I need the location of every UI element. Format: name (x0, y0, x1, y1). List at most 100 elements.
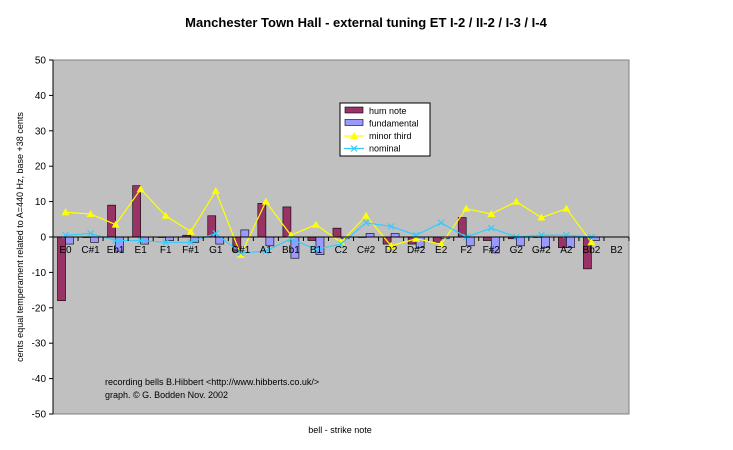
lines-group (61, 185, 596, 258)
x-tick-label: B1 (310, 245, 323, 256)
annotation-graph: graph. © G. Bodden Nov. 2002 (105, 390, 228, 400)
x-tick-label: A1 (260, 245, 273, 256)
bar-hum-note-C2 (332, 227, 342, 238)
legend-swatch-minor-third (344, 132, 364, 139)
bar-fundamental-E0 (65, 236, 74, 245)
legend-label-fundamental: fundamental (369, 119, 419, 129)
point-nominal-Cs1 (87, 230, 94, 237)
x-tick-label: Bb1 (282, 245, 300, 256)
x-tick-label: Eb1 (107, 245, 125, 256)
point-minor-third-E2 (437, 240, 446, 248)
x-tick-label: B2 (610, 245, 623, 256)
bar-hum-note-A1 (257, 203, 267, 238)
bar-hum-note-B1 (307, 236, 317, 241)
point-nominal-Fs1 (187, 238, 195, 246)
point-nominal-Eb1 (112, 237, 120, 244)
x-tick-label: D#2 (407, 245, 426, 256)
x-tick-label: E2 (435, 245, 448, 256)
legend-swatch-fundamental (344, 119, 364, 126)
x-tick-label: G#1 (231, 245, 250, 256)
bar-fundamental-F1 (165, 236, 175, 241)
point-minor-third-G1 (211, 186, 220, 194)
point-minor-third-C2 (337, 238, 345, 246)
y-tick-label: -40 (32, 374, 47, 385)
x-tick-label: G#2 (532, 245, 551, 256)
point-minor-third-Fs1 (186, 227, 195, 235)
annotation-recording: recording bells B.Hibbert <http://www.hi… (105, 377, 319, 387)
point-minor-third-Cs2 (362, 211, 371, 219)
line-nominal (65, 222, 592, 254)
point-minor-third-D2 (387, 241, 396, 249)
y-tick-label: -30 (32, 339, 47, 350)
legend: hum note fundamental minor third nominal (339, 102, 431, 157)
point-nominal-F1 (162, 238, 170, 246)
x-axis-label: bell - strike note (308, 425, 372, 435)
point-minor-third-A2 (562, 204, 571, 212)
x-tick-label: C#2 (357, 245, 376, 256)
x-tick-label: G1 (209, 245, 223, 256)
point-nominal-B1 (312, 245, 320, 253)
point-minor-third-Gs2 (537, 213, 546, 221)
point-nominal-A1 (262, 247, 270, 255)
y-tick-label: 20 (35, 162, 47, 173)
point-nominal-Fs2 (487, 224, 495, 232)
point-nominal-E2 (437, 219, 445, 227)
bar-fundamental-Cs1 (90, 236, 99, 243)
line-minor-third (65, 188, 592, 257)
y-tick-label: 40 (35, 91, 47, 102)
point-nominal-Cs2 (362, 219, 370, 227)
point-minor-third-Cs1 (86, 209, 95, 217)
point-minor-third-Gs1 (236, 250, 245, 258)
point-minor-third-F1 (161, 211, 170, 219)
point-nominal-C2 (337, 240, 345, 248)
x-tick-label: E0 (59, 245, 72, 256)
point-minor-third-Eb1 (111, 220, 120, 228)
x-tick-label: A2 (560, 245, 573, 256)
bar-fundamental-D2 (390, 233, 400, 238)
point-nominal-E1 (137, 237, 145, 244)
x-tick-label: F2 (460, 245, 472, 256)
point-minor-third-B1 (311, 220, 320, 228)
y-tick-label: 30 (35, 126, 47, 137)
x-tick-label: F1 (160, 245, 172, 256)
bar-hum-note-E2 (432, 236, 442, 243)
x-tick-label: F#2 (483, 245, 501, 256)
y-axis-label: cents equal temperament related to A=440… (15, 112, 25, 362)
x-tick-label: C2 (335, 245, 348, 256)
legend-label-nominal: nominal (369, 144, 401, 154)
point-minor-third-F2 (462, 204, 471, 212)
bar-fundamental-Gs1 (240, 229, 250, 238)
point-minor-third-Bb2 (587, 238, 596, 246)
x-tick-label: E1 (135, 245, 148, 256)
y-tick-label: 50 (35, 56, 47, 67)
legend-swatch-nominal (344, 145, 364, 152)
y-tick-label: 10 (35, 197, 47, 208)
x-tick-label: C#1 (81, 245, 100, 256)
point-minor-third-G2 (512, 197, 521, 205)
x-tick-label: Bb2 (583, 245, 601, 256)
y-tick-label: 0 (40, 233, 46, 244)
x-tick-label: D2 (385, 245, 398, 256)
point-minor-third-Fs2 (487, 209, 496, 217)
bar-hum-note-E1 (132, 185, 141, 238)
y-tick-label: -10 (32, 268, 47, 279)
x-tick-label: G2 (510, 245, 524, 256)
x-axis: E0 C#1 Eb1 E1 F1 F#1 G1 G#1 A1 Bb1 B1 C2 C#2 D2 D#2 E2 F… (52, 236, 630, 256)
y-tick-label: -20 (32, 303, 47, 314)
bar-hum-note-Fs2 (482, 236, 492, 241)
point-nominal-D2 (387, 222, 395, 230)
y-axis: -50 -40 -30 -20 -10 0 10 20 30 40 50 (32, 56, 54, 421)
x-tick-label: F#1 (182, 245, 200, 256)
y-tick-label: -50 (32, 410, 47, 421)
point-minor-third-E1 (136, 185, 145, 193)
point-nominal-G1 (212, 230, 220, 237)
point-nominal-Gs1 (237, 249, 245, 257)
bar-hum-note-Bb1 (282, 206, 292, 238)
legend-swatch-hum-note (344, 106, 364, 114)
legend-label-hum-note: hum note (369, 106, 407, 116)
bar-fundamental-Cs2 (365, 233, 375, 238)
point-minor-third-A1 (261, 197, 270, 205)
point-minor-third-Ds2 (412, 234, 421, 242)
point-minor-third-E0 (61, 208, 70, 216)
